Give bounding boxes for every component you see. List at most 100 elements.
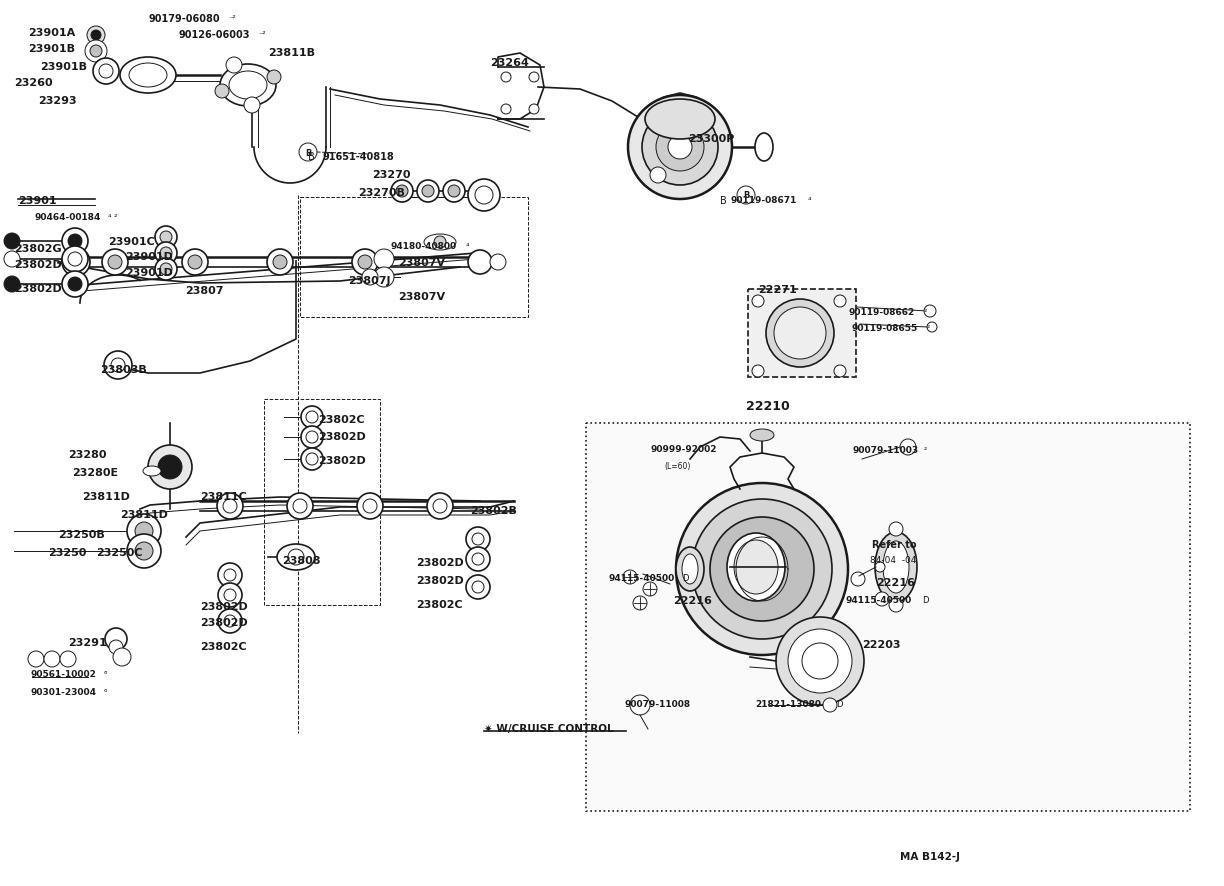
Circle shape — [834, 366, 846, 377]
Circle shape — [823, 698, 837, 712]
Circle shape — [273, 256, 286, 269]
Circle shape — [301, 448, 323, 470]
Text: 23807J: 23807J — [348, 276, 390, 285]
Circle shape — [109, 641, 122, 654]
Circle shape — [148, 446, 192, 489]
Text: B: B — [743, 191, 749, 200]
Text: 23811D: 23811D — [82, 492, 130, 501]
Text: ⁻²: ⁻² — [228, 14, 236, 23]
Text: 22216: 22216 — [876, 578, 914, 587]
Circle shape — [353, 250, 378, 276]
Text: 23260: 23260 — [13, 78, 53, 88]
Circle shape — [466, 575, 490, 599]
Ellipse shape — [750, 430, 774, 441]
Ellipse shape — [875, 532, 917, 602]
Circle shape — [91, 31, 102, 41]
Circle shape — [924, 306, 936, 318]
Text: 94115-40500: 94115-40500 — [845, 595, 911, 604]
Circle shape — [357, 256, 372, 269]
Circle shape — [267, 71, 282, 85]
Text: 23807V: 23807V — [398, 258, 446, 268]
Text: 23802D: 23802D — [416, 557, 464, 567]
Text: D: D — [836, 699, 842, 708]
Circle shape — [288, 549, 304, 565]
Circle shape — [99, 65, 113, 79]
Ellipse shape — [129, 64, 166, 88]
Ellipse shape — [755, 134, 774, 162]
Text: 22216: 22216 — [673, 595, 712, 605]
Text: 23807: 23807 — [185, 285, 224, 296]
Circle shape — [91, 46, 102, 58]
Circle shape — [62, 246, 88, 273]
Circle shape — [466, 527, 490, 551]
Circle shape — [422, 186, 435, 198]
Ellipse shape — [220, 65, 275, 107]
Text: 23901B: 23901B — [28, 44, 75, 54]
Text: 23300P: 23300P — [688, 134, 734, 144]
Ellipse shape — [120, 58, 176, 94]
Circle shape — [435, 237, 446, 249]
Text: 23264: 23264 — [490, 58, 529, 68]
Circle shape — [105, 628, 127, 650]
Circle shape — [650, 167, 666, 183]
Circle shape — [267, 250, 293, 276]
Circle shape — [69, 235, 82, 249]
Circle shape — [643, 110, 718, 186]
Text: D: D — [682, 573, 689, 582]
Circle shape — [182, 250, 208, 276]
Circle shape — [752, 296, 764, 307]
Circle shape — [127, 515, 162, 548]
Ellipse shape — [883, 541, 909, 594]
Ellipse shape — [229, 72, 267, 100]
Text: Refer to: Refer to — [871, 540, 917, 549]
Circle shape — [62, 229, 88, 254]
Text: 90999-92002: 90999-92002 — [650, 445, 716, 454]
Circle shape — [710, 517, 814, 621]
Circle shape — [766, 299, 834, 368]
Circle shape — [448, 186, 460, 198]
Circle shape — [375, 268, 394, 288]
Circle shape — [357, 494, 383, 519]
Circle shape — [111, 359, 125, 373]
Text: 23250B: 23250B — [58, 530, 105, 540]
Circle shape — [501, 105, 510, 115]
Bar — [586, 424, 1190, 811]
Circle shape — [113, 649, 131, 666]
Circle shape — [466, 548, 490, 571]
Circle shape — [889, 598, 903, 612]
Text: 90301-23004: 90301-23004 — [31, 688, 95, 696]
Circle shape — [643, 582, 657, 596]
Circle shape — [155, 259, 177, 281]
Circle shape — [306, 411, 318, 424]
Circle shape — [224, 589, 236, 602]
Text: 84-04  -04: 84-04 -04 — [870, 556, 917, 564]
Circle shape — [301, 407, 323, 429]
Text: B: B — [308, 152, 315, 162]
Circle shape — [127, 534, 162, 568]
Text: 94115-40500: 94115-40500 — [608, 573, 674, 582]
Ellipse shape — [682, 555, 698, 585]
Circle shape — [788, 629, 852, 693]
Circle shape — [224, 615, 236, 627]
Circle shape — [752, 366, 764, 377]
Text: 23802C: 23802C — [318, 415, 365, 424]
Text: 23901C: 23901C — [108, 237, 154, 246]
Text: 23802D: 23802D — [200, 618, 247, 627]
Circle shape — [102, 250, 129, 276]
Text: 90179-06080: 90179-06080 — [148, 14, 219, 24]
Text: 90561-10002: 90561-10002 — [31, 669, 95, 679]
Ellipse shape — [676, 548, 704, 591]
Text: 23802C: 23802C — [416, 599, 463, 610]
Circle shape — [774, 307, 826, 360]
Circle shape — [623, 571, 636, 585]
Circle shape — [301, 426, 323, 448]
Circle shape — [93, 59, 119, 85]
Text: ⁻²: ⁻² — [258, 30, 266, 39]
Text: 23803B: 23803B — [100, 364, 147, 375]
Text: ²: ² — [924, 446, 928, 455]
Text: 23808: 23808 — [282, 556, 321, 565]
Text: ⁴ ²: ⁴ ² — [108, 213, 118, 222]
Text: 23811B: 23811B — [268, 48, 315, 58]
Circle shape — [4, 276, 20, 292]
Text: ²: ² — [924, 307, 928, 316]
